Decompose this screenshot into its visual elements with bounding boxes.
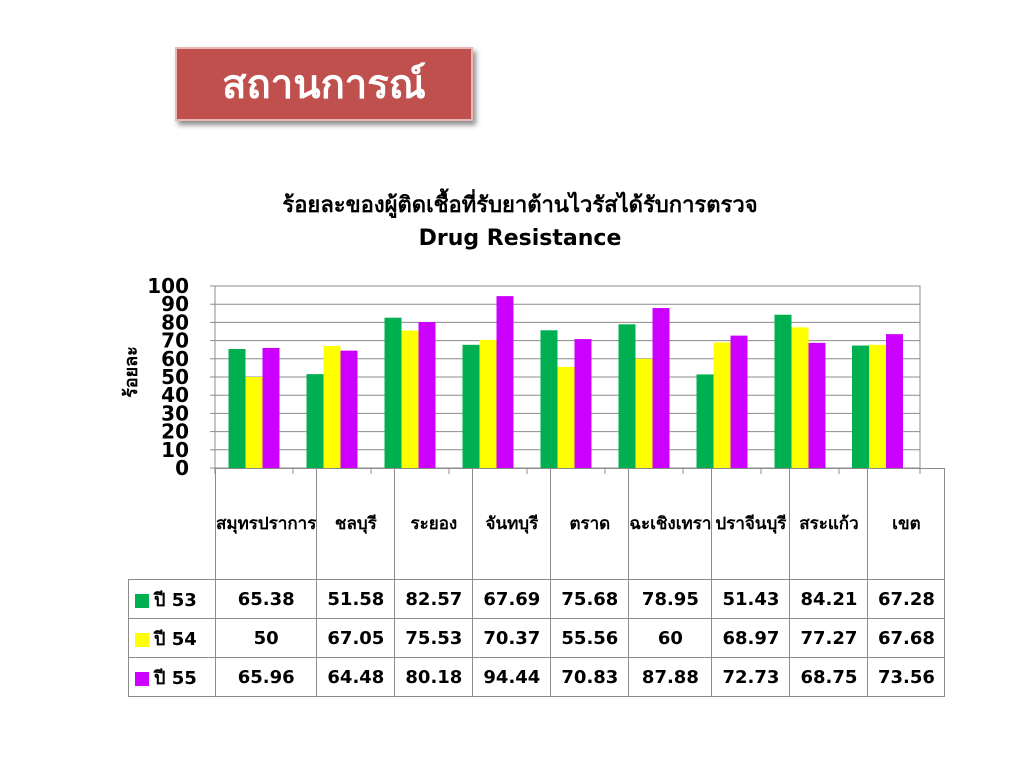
data-label: 67.28 <box>867 579 946 619</box>
data-label: 73.56 <box>867 657 946 697</box>
data-label: 67.05 <box>316 618 396 658</box>
bar <box>774 314 792 468</box>
x-tick-label: ชลบุรี <box>316 468 396 580</box>
bar <box>886 334 903 468</box>
bar <box>852 345 869 468</box>
page-title: สถานการณ์ <box>222 62 426 108</box>
data-label: 70.83 <box>550 657 630 697</box>
chart-subtitle: Drug Resistance <box>418 226 622 251</box>
bar <box>496 296 514 468</box>
data-table: สมุทรปราการ ชลบุรี ระยอง จันทบุรี ตราด ฉะเชิง… <box>128 468 946 697</box>
table-corner <box>129 469 216 580</box>
data-label: 60 <box>628 618 713 658</box>
bar <box>462 344 480 468</box>
bar <box>401 330 419 468</box>
bar <box>340 350 358 468</box>
bar <box>713 342 731 468</box>
y-tick-label: 30 <box>161 401 189 425</box>
y-axis-label: ร้อยละ <box>121 346 142 398</box>
x-tick-label: จันทบุรี <box>472 468 552 580</box>
data-label: 82.57 <box>394 579 474 619</box>
data-label: 84.21 <box>789 579 869 619</box>
x-tick-label: สมุทรปราการ <box>214 468 318 580</box>
data-label: 78.95 <box>628 579 713 619</box>
legend-label: ปี 54 <box>154 628 197 650</box>
bar <box>574 339 592 468</box>
bar <box>245 377 263 468</box>
bar <box>618 324 636 468</box>
y-tick-label: 50 <box>161 365 189 389</box>
data-label: 64.48 <box>316 657 396 697</box>
y-tick-label: 0 <box>175 456 189 480</box>
bar <box>652 308 670 468</box>
data-label: 75.53 <box>394 618 474 658</box>
data-label: 65.96 <box>214 657 318 697</box>
chart-title: ร้อยละของผู้ติดเชื้อที่รับยาต้านไวรัสได้… <box>282 193 758 218</box>
data-label: 67.68 <box>867 618 946 658</box>
legend-key <box>135 671 149 686</box>
x-tick-label: สระแก้ว <box>789 468 869 580</box>
data-label: 50 <box>214 618 318 658</box>
y-tick-label: 100 <box>147 274 189 298</box>
y-tick-label: 10 <box>161 438 189 462</box>
data-label: 51.58 <box>316 579 396 619</box>
bar <box>262 347 280 468</box>
data-label: 68.97 <box>711 618 791 658</box>
y-tick-label: 90 <box>161 292 189 316</box>
bar <box>479 339 497 468</box>
bar <box>869 344 886 468</box>
data-label: 51.43 <box>711 579 791 619</box>
data-label: 94.44 <box>472 657 552 697</box>
table-header-row: สมุทรปราการ ชลบุรี ระยอง จันทบุรี ตราด ฉะเชิง… <box>129 468 946 580</box>
y-tick-label: 70 <box>161 329 189 353</box>
legend-label: ปี 55 <box>154 667 197 689</box>
bar <box>635 358 653 468</box>
data-label: 87.88 <box>628 657 713 697</box>
title-banner: สถานการณ์ <box>175 47 473 121</box>
y-tick-label: 40 <box>161 383 189 407</box>
x-tick-label: ระยอง <box>394 468 474 580</box>
legend-key <box>135 593 149 608</box>
legend-entry: ปี 53 <box>128 579 216 619</box>
table-row: ปี 54 50 67.05 75.53 70.37 55.56 60 68.97 77.27 6… <box>128 618 946 658</box>
data-label: 75.68 <box>550 579 630 619</box>
y-tick-label: 20 <box>161 420 189 444</box>
x-tick-label: ตราด <box>550 468 630 580</box>
x-tick-label: ฉะเชิงเทรา <box>628 468 713 580</box>
data-label: 70.37 <box>472 618 552 658</box>
data-label: 67.69 <box>472 579 552 619</box>
table-row: ปี 55 65.96 64.48 80.18 94.44 70.83 87.88 72.73… <box>128 657 946 697</box>
bar <box>384 317 402 468</box>
y-tick-label: 60 <box>161 347 189 371</box>
legend-key <box>135 632 149 647</box>
data-label: 68.75 <box>789 657 869 697</box>
data-label: 72.73 <box>711 657 791 697</box>
bar <box>418 322 436 468</box>
data-label: 77.27 <box>789 618 869 658</box>
bar <box>730 335 748 468</box>
data-label: 55.56 <box>550 618 630 658</box>
bar <box>696 374 714 468</box>
bar <box>228 349 246 468</box>
legend-label: ปี 53 <box>154 589 197 611</box>
legend-entry: ปี 55 <box>128 657 216 697</box>
x-tick-label: เขต <box>867 468 946 580</box>
legend-entry: ปี 54 <box>128 618 216 658</box>
bar <box>323 345 341 468</box>
y-tick-label: 80 <box>161 310 189 334</box>
x-tick-label: ปราจีนบุรี <box>711 468 791 580</box>
bar <box>557 366 575 468</box>
data-label: 65.38 <box>214 579 318 619</box>
table-row: ปี 53 65.38 51.58 82.57 67.69 75.68 78.95 51.43… <box>128 579 946 619</box>
bar <box>540 330 558 468</box>
bar <box>306 374 324 468</box>
bar <box>808 342 826 468</box>
bar <box>791 327 809 468</box>
data-label: 80.18 <box>394 657 474 697</box>
